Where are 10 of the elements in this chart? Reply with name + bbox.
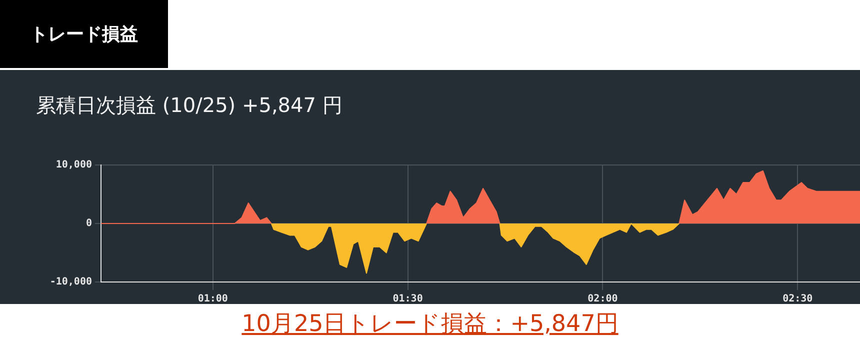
chart-subtitle: 累積日次損益 (10/25) +5,847 円 [36,92,342,119]
x-tick-label: 02:00 [588,294,618,305]
x-tick-label: 02:30 [782,294,813,305]
y-tick-label: 10,000 [56,160,92,171]
x-tick-label: 01:30 [392,294,423,305]
y-tick-label: -10,000 [50,276,92,288]
text: 10月25日トレード損益：+5,847円 [240,310,620,339]
chart-title: トレード損益 [0,0,168,68]
y-tick-label: 0 [86,218,92,230]
x-tick-label: 01:00 [198,294,228,305]
